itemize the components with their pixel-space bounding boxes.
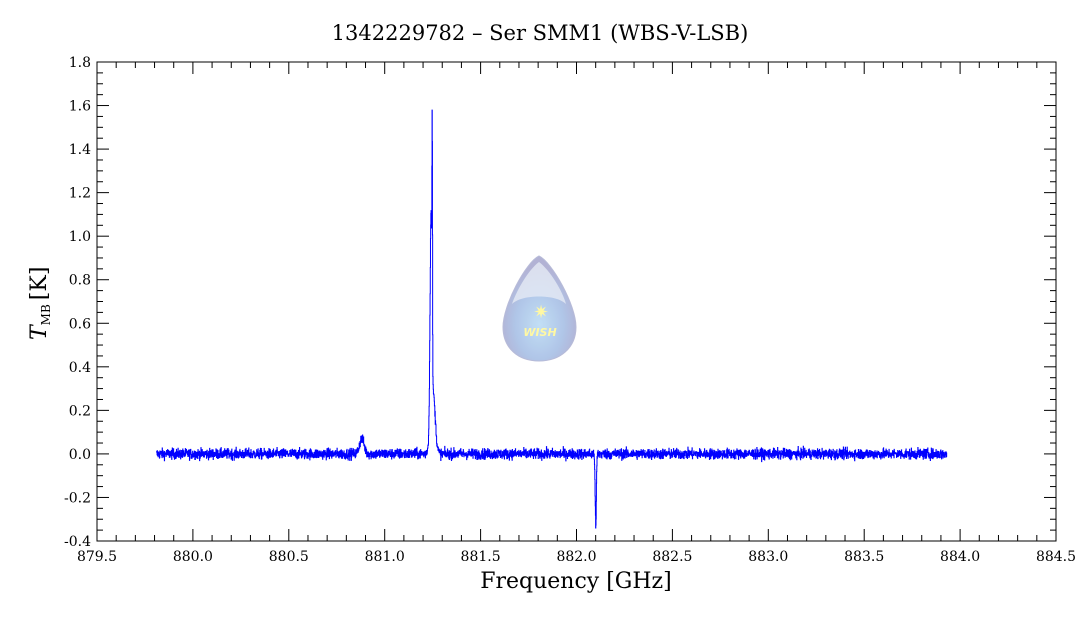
y-tick-label: 0.2 [69,403,91,419]
svg-text:TMB[K]: TMB [K] [27,267,53,340]
y-tick-label: 1.8 [69,55,91,71]
x-tick-label: 880.5 [269,549,309,565]
x-axis-label: Frequency [GHz] [480,569,672,594]
y-tick-label: -0.2 [64,490,91,506]
x-tick-label: 884.0 [940,549,980,565]
y-tick-label: 1.4 [69,142,91,158]
logo-text: WISH [523,326,556,339]
y-tick-label: 1.6 [69,99,91,115]
star-icon: ✷ [533,302,548,323]
x-tick-label: 884.5 [1036,549,1076,565]
y-label-unit: [K] [27,267,52,301]
x-tick-label: 882.0 [556,549,596,565]
y-tick-label: 0.6 [69,316,91,332]
y-tick-label: 1.0 [69,229,91,245]
chart-title: 1342229782 – Ser SMM1 (WBS-V-LSB) [332,21,749,45]
y-tick-label: 0.0 [69,447,91,463]
y-tick-label: 0.4 [69,360,91,376]
x-tick-label: 880.0 [173,549,213,565]
x-tick-label: 881.0 [365,549,405,565]
x-tick-label: 881.5 [461,549,501,565]
plot-frame [96,61,1057,542]
y-label-main: T [27,323,52,340]
y-tick-label: 0.8 [69,273,91,289]
series-spectrum [156,109,948,529]
axes: 879.5 880.0 880.5 881.0 881.5 882.0 882.5 883.0… [64,55,1076,565]
x-tick-label: 882.5 [652,549,692,565]
wish-logo: ✷ WISH [502,255,577,362]
x-tick-label: 883.0 [748,549,788,565]
y-tick-label: -0.4 [64,534,91,550]
x-tick-label: 879.5 [77,549,117,565]
y-tick-label: 1.2 [69,186,91,202]
x-tick-label: 883.5 [844,549,884,565]
y-label-sub: MB [39,304,53,325]
y-axis-label: TMB [K] [27,267,53,340]
